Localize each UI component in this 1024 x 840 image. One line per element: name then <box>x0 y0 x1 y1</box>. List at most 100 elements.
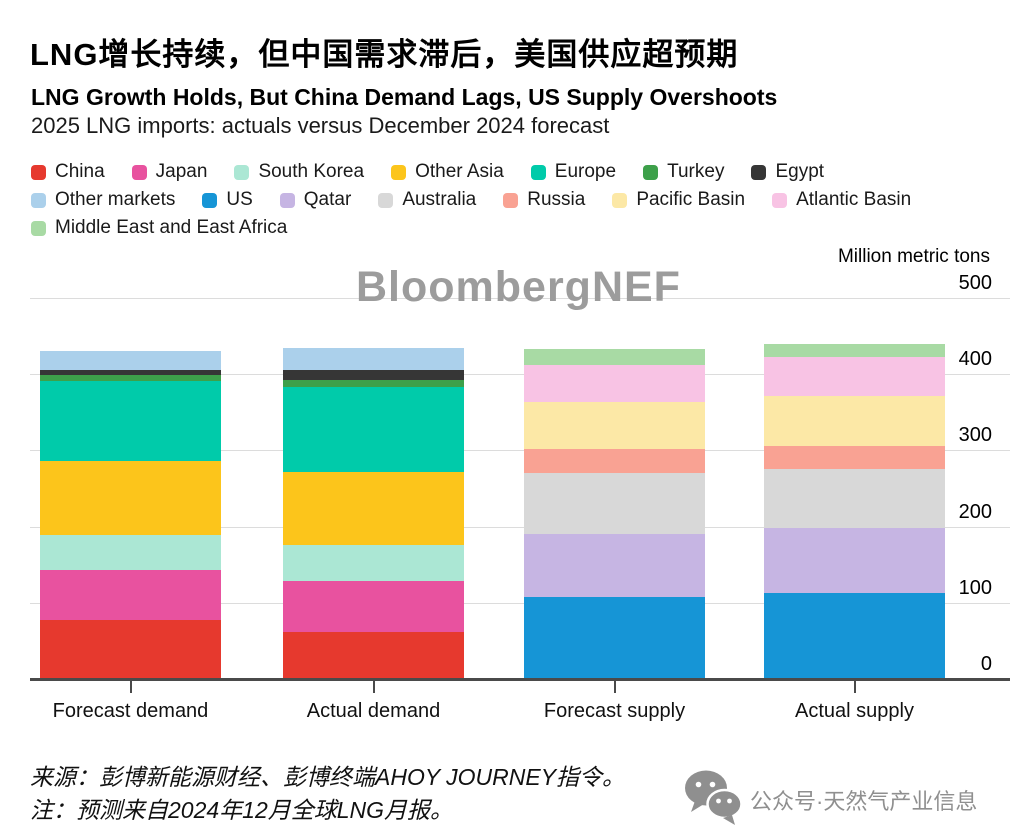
legend-label-atlantic-basin: Atlantic Basin <box>796 189 912 210</box>
legend-label-china: China <box>55 161 105 182</box>
bar-segment-us <box>764 592 945 679</box>
legend-label-russia: Russia <box>527 189 586 210</box>
legend-item-us: US <box>202 189 253 211</box>
english-title: LNG Growth Holds, But China Demand Lags,… <box>31 84 778 110</box>
bar-segment-australia <box>524 473 705 535</box>
bar-segment-russia <box>764 445 945 469</box>
bar-segment-china <box>283 631 464 679</box>
legend-swatch-egypt <box>751 164 767 180</box>
bar-segment-other-asia <box>40 461 221 535</box>
bar-segment-qatar <box>524 534 705 597</box>
legend-label-other-markets: Other markets <box>55 189 176 210</box>
x-axis-label-forecast-demand: Forecast demand <box>52 700 209 722</box>
wechat-watermark: 公众号·天然气产业信息 <box>682 768 977 831</box>
bar-segment-south-korea <box>40 534 221 571</box>
legend-swatch-other-asia <box>391 164 407 180</box>
bar-segment-russia <box>524 448 705 474</box>
legend-label-australia: Australia <box>402 189 477 210</box>
bar-segment-japan <box>40 570 221 621</box>
legend-label-qatar: Qatar <box>303 189 352 210</box>
legend-swatch-russia <box>503 192 519 208</box>
legend: China Japan South Korea Other Asia Europe Tur… <box>31 158 991 242</box>
gridline-500 <box>30 298 1010 299</box>
legend-label-japan: Japan <box>155 161 208 182</box>
legend-item-atlantic-basin: Atlantic Basin <box>772 189 911 211</box>
legend-swatch-europe <box>530 164 546 180</box>
legend-swatch-australia <box>378 192 394 208</box>
legend-item-japan: Japan <box>131 161 208 183</box>
bar-segment-south-korea <box>283 544 464 582</box>
legend-item-middle-east-and-east-africa: Middle East and East Africa <box>31 217 287 239</box>
legend-label-other-asia: Other Asia <box>415 161 504 182</box>
bar-segment-turkey <box>283 379 464 388</box>
gridline-300 <box>30 450 1010 452</box>
bar-segment-egypt <box>40 370 221 375</box>
bar-segment-egypt <box>283 369 464 380</box>
bar-segment-middle-east-and-east-africa <box>764 343 945 358</box>
legend-item-egypt: Egypt <box>751 161 824 183</box>
wechat-account-label: 公众号·天然气产业信息 <box>750 788 978 814</box>
legend-swatch-us <box>202 192 218 208</box>
x-axis-tick <box>372 681 375 693</box>
gridline-200 <box>30 526 1010 528</box>
legend-row: Other markets US Qatar Australia Russia Pacif… <box>31 186 991 214</box>
bar-segment-europe <box>40 381 221 462</box>
x-axis-label-actual-demand: Actual demand <box>306 700 441 722</box>
y-axis-tick-label: 0 <box>980 653 992 675</box>
y-axis-tick-label: 500 <box>958 272 992 294</box>
legend-swatch-atlantic-basin <box>772 192 788 208</box>
bar-segment-atlantic-basin <box>764 357 945 397</box>
legend-item-qatar: Qatar <box>279 189 352 211</box>
legend-row: Middle East and East Africa <box>31 214 991 242</box>
legend-swatch-japan <box>131 164 147 180</box>
legend-item-russia: Russia <box>503 189 585 211</box>
x-axis-tick <box>613 681 616 693</box>
legend-row: China Japan South Korea Other Asia Europe Tur… <box>31 158 991 186</box>
y-axis-tick-label: 300 <box>958 424 992 447</box>
x-axis-baseline <box>30 678 1010 681</box>
bar-segment-middle-east-and-east-africa <box>524 349 705 366</box>
legend-item-turkey: Turkey <box>643 161 724 183</box>
legend-item-australia: Australia <box>378 189 476 211</box>
legend-swatch-middle-east-and-east-africa <box>31 220 46 236</box>
bar-segment-other-asia <box>283 472 464 545</box>
legend-label-pacific-basin: Pacific Basin <box>636 189 746 210</box>
bar-segment-qatar <box>764 528 945 593</box>
legend-item-china: China <box>31 161 105 183</box>
bar-segment-china <box>40 620 221 679</box>
legend-item-other-markets: Other markets <box>31 189 175 211</box>
legend-item-south-korea: South Korea <box>234 161 364 183</box>
bloombergnef-watermark: BloombergNEF <box>356 263 681 311</box>
bar-segment-pacific-basin <box>524 401 705 449</box>
legend-label-egypt: Egypt <box>775 161 825 182</box>
bar-segment-turkey <box>40 374 221 382</box>
y-axis-tick-label: 100 <box>958 576 992 599</box>
legend-label-turkey: Turkey <box>667 161 725 182</box>
chinese-title: LNG增长持续，但中国需求滞后，美国供应超预期 <box>30 36 739 72</box>
bar-segment-atlantic-basin <box>524 365 705 402</box>
x-axis-tick <box>129 681 132 693</box>
legend-label-middle-east-and-east-africa: Middle East and East Africa <box>55 217 288 238</box>
legend-swatch-other-markets <box>31 192 46 208</box>
bar-segment-australia <box>764 468 945 529</box>
bar-segment-other-markets <box>283 347 464 370</box>
bar-segment-japan <box>283 581 464 632</box>
legend-item-europe: Europe <box>530 161 616 183</box>
bar-segment-europe <box>283 387 464 473</box>
y-axis-tick-label: 200 <box>958 500 992 523</box>
y-axis-tick-label: 400 <box>958 348 992 371</box>
bar-segment-other-markets <box>40 351 221 371</box>
legend-item-other-asia: Other Asia <box>391 161 504 183</box>
legend-swatch-qatar <box>279 192 295 208</box>
y-axis-unit-label: Million metric tons <box>837 246 990 267</box>
legend-swatch-pacific-basin <box>612 192 628 208</box>
x-axis-label-forecast-supply: Forecast supply <box>543 700 686 722</box>
legend-label-us: US <box>226 189 253 210</box>
source-text: 来源：彭博新能源财经、彭博终端AHOY JOURNEY指令。 <box>30 764 626 790</box>
legend-swatch-turkey <box>643 164 659 180</box>
subtitle: 2025 LNG imports: actuals versus Decembe… <box>31 113 610 138</box>
gridline-400 <box>30 374 1010 376</box>
note-text: 注：预测来自2024年12月全球LNG月报。 <box>30 797 454 823</box>
legend-label-south-korea: South Korea <box>258 161 365 182</box>
